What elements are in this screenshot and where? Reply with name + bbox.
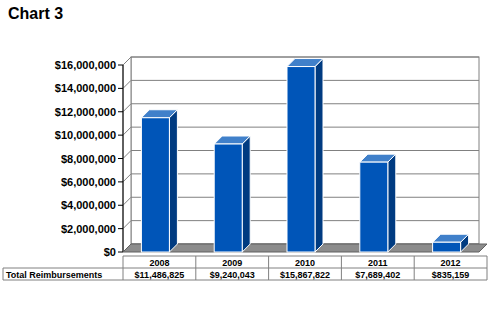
x-tick-label: 2011 xyxy=(368,258,388,268)
bar xyxy=(360,162,388,252)
y-tick-label: $14,000,000 xyxy=(55,82,116,94)
x-tick-label: 2010 xyxy=(295,258,315,268)
table-border xyxy=(487,256,488,280)
y-tick-label: $4,000,000 xyxy=(61,199,116,211)
chart-container: Chart 3 $0 $2,000,000 $4,000,000 $6,000,000 $… xyxy=(0,0,500,327)
y-axis xyxy=(123,65,124,252)
bar-top xyxy=(214,136,250,144)
table-border xyxy=(195,256,196,280)
x-tick-label: 2009 xyxy=(222,258,242,268)
bar-top xyxy=(141,110,177,118)
bar-side xyxy=(315,59,323,252)
tick-mark xyxy=(118,158,123,159)
tick-mark xyxy=(118,65,123,66)
data-label: $11,486,825 xyxy=(135,270,185,280)
chart-title: Chart 3 xyxy=(8,5,63,22)
table-border xyxy=(3,256,487,280)
table-border xyxy=(268,256,269,280)
chart-svg: Chart 3 $0 $2,000,000 $4,000,000 $6,000,000 $… xyxy=(0,0,500,327)
bar xyxy=(141,118,169,252)
table-border xyxy=(341,256,342,280)
data-label: $835,159 xyxy=(432,270,470,280)
bar-side xyxy=(169,110,177,252)
y-tick-label: $6,000,000 xyxy=(61,176,116,188)
bar-top xyxy=(360,154,396,162)
data-label: $7,689,402 xyxy=(355,270,400,280)
x-tick-label: 2008 xyxy=(149,258,169,268)
tick-mark xyxy=(118,181,123,182)
tick-mark xyxy=(118,111,123,112)
data-label: $15,867,822 xyxy=(280,270,330,280)
y-tick-label: $10,000,000 xyxy=(55,129,116,141)
y-tick-label: $2,000,000 xyxy=(61,223,116,235)
bar-top xyxy=(287,59,323,67)
y-tick-label: $8,000,000 xyxy=(61,153,116,165)
y-tick-label: $16,000,000 xyxy=(55,59,116,71)
bars xyxy=(141,59,468,252)
tick-mark xyxy=(118,88,123,89)
tick-mark xyxy=(118,135,123,136)
bar-side xyxy=(388,154,396,252)
bar xyxy=(433,242,461,252)
series-name: Total Reimbursements xyxy=(6,270,102,280)
bar xyxy=(287,67,315,252)
tick-mark xyxy=(118,228,123,229)
y-tick-label: $0 xyxy=(104,246,116,258)
bar xyxy=(214,144,242,252)
bar-side xyxy=(242,136,250,252)
y-tick-label: $12,000,000 xyxy=(55,106,116,118)
data-label: $9,240,043 xyxy=(210,270,255,280)
tick-mark xyxy=(118,205,123,206)
bar-top xyxy=(433,234,469,242)
table-border xyxy=(414,256,415,280)
x-tick-label: 2012 xyxy=(441,258,461,268)
